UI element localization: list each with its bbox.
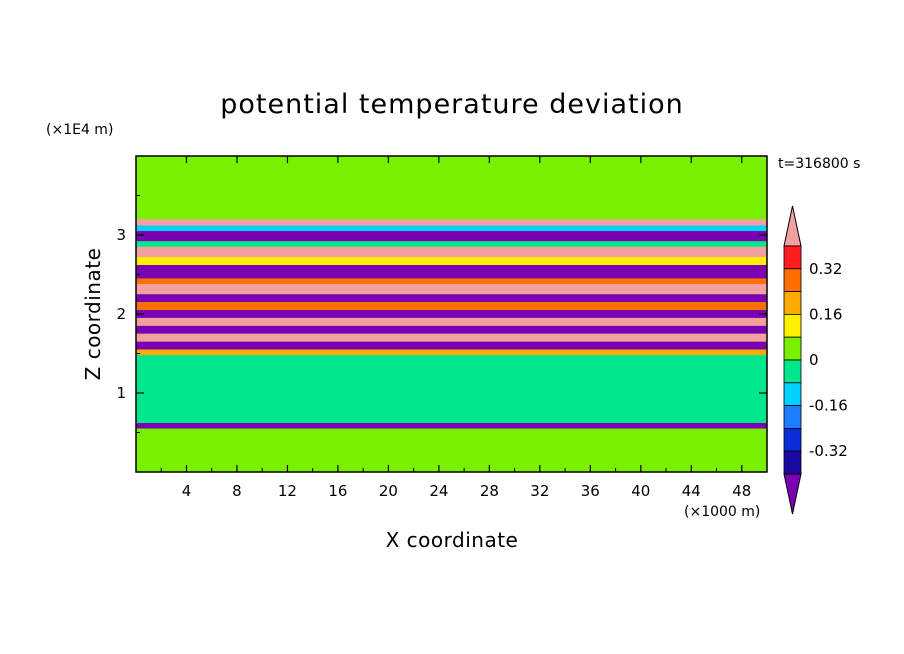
colorbar-label: -0.16 — [809, 397, 848, 415]
field-band-7 — [136, 257, 767, 266]
field-band-16 — [136, 333, 767, 342]
y-axis: 1 2 3 — [116, 195, 767, 433]
x-tick-label: 32 — [530, 482, 549, 500]
colorbar-segment — [783, 291, 802, 315]
field-band-18 — [136, 349, 767, 356]
colorbar-segment — [783, 405, 802, 429]
colorbar-segment — [783, 336, 802, 361]
field-band-15 — [136, 325, 767, 334]
colorbar-segment — [783, 268, 802, 292]
field-band-2 — [136, 219, 767, 226]
time-label: t=316800 s — [778, 156, 860, 172]
x-tick-label: 24 — [429, 482, 448, 500]
x-tick-label: 20 — [379, 482, 398, 500]
field-band-9 — [136, 278, 767, 284]
colorbar-segment — [783, 245, 802, 270]
field-band-8 — [136, 265, 767, 279]
field-band-0 — [136, 156, 767, 164]
colorbar: 0.32 0.16 0 -0.16 -0.32 — [783, 205, 848, 515]
x-unit-label: (×1000 m) — [684, 504, 760, 520]
field-band-3 — [136, 225, 767, 232]
x-tick-label: 44 — [682, 482, 701, 500]
field-band-14 — [136, 317, 767, 326]
y-axis-label: Z coordinate — [81, 248, 105, 381]
field-band-12 — [136, 302, 767, 311]
colorbar-segment — [783, 382, 802, 406]
colorbar-extend-min — [783, 473, 802, 515]
x-tick-label: 16 — [328, 482, 347, 500]
y-tick-label: 2 — [116, 305, 126, 323]
y-tick-label: 3 — [116, 226, 126, 244]
field-band-21 — [136, 428, 767, 472]
x-tick-label: 4 — [182, 482, 192, 500]
field-band-1 — [136, 163, 767, 220]
colorbar-segment — [783, 359, 802, 384]
plot-area — [136, 156, 767, 472]
y-tick-label: 1 — [116, 384, 126, 402]
x-tick-label: 28 — [480, 482, 499, 500]
field-band-10 — [136, 283, 767, 295]
x-tick-label: 40 — [631, 482, 650, 500]
colorbar-segment — [783, 313, 802, 338]
colorbar-label: 0.16 — [809, 305, 842, 323]
colorbar-label: 0 — [809, 351, 819, 369]
field-band-17 — [136, 341, 767, 350]
x-tick-label: 8 — [232, 482, 242, 500]
y-unit-label: (×1E4 m) — [46, 122, 113, 138]
field-band-11 — [136, 294, 767, 303]
field-band-19 — [136, 355, 767, 424]
colorbar-label: -0.32 — [809, 442, 848, 460]
x-axis-label: X coordinate — [386, 528, 519, 552]
chart-title: potential temperature deviation — [220, 89, 683, 120]
colorbar-segment — [783, 427, 802, 452]
field-band-13 — [136, 310, 767, 318]
field-band-5 — [136, 241, 767, 247]
x-tick-label: 48 — [732, 482, 751, 500]
colorbar-extend-max — [783, 205, 802, 247]
x-tick-label: 36 — [581, 482, 600, 500]
colorbar-label: 0.32 — [809, 260, 842, 278]
field-band-20 — [136, 423, 767, 429]
x-axis: 4 8 12 16 20 24 28 32 36 40 44 48 — [160, 156, 751, 500]
field-band-6 — [136, 246, 767, 258]
field-band-4 — [136, 231, 767, 242]
x-tick-label: 12 — [278, 482, 297, 500]
colorbar-segment — [783, 450, 802, 475]
